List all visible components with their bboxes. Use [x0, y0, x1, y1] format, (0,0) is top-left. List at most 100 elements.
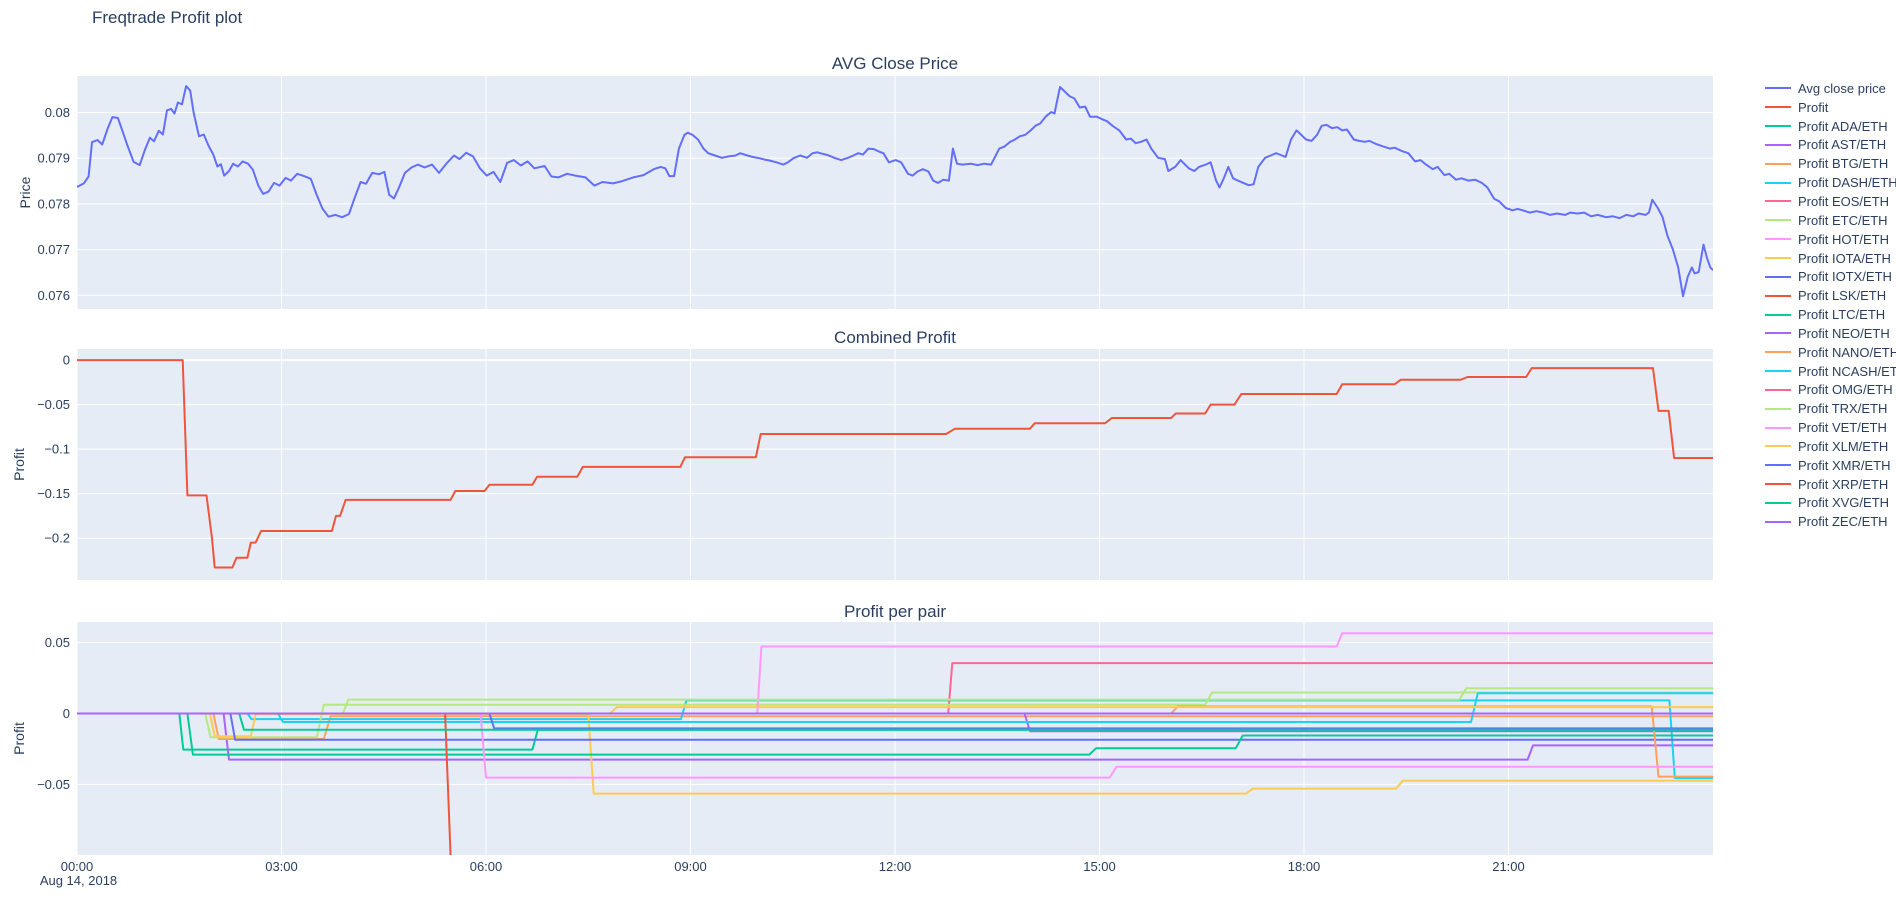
legend-line-swatch-icon: [1765, 181, 1791, 184]
x-tick-label: 12:00: [879, 859, 912, 874]
legend-label: Profit BTG/ETH: [1798, 156, 1889, 172]
subplot-title-avg-close-price: AVG Close Price: [832, 54, 958, 73]
legend-item-profit-btg-eth[interactable]: Profit BTG/ETH: [1765, 154, 1896, 173]
legend-item-profit-nano-eth[interactable]: Profit NANO/ETH: [1765, 343, 1896, 362]
y-axis-title: Profit: [11, 448, 27, 481]
legend-item-profit-ada-eth[interactable]: Profit ADA/ETH: [1765, 117, 1896, 136]
x-tick-label: 06:00: [470, 859, 503, 874]
y-tick-label: 0.05: [45, 635, 70, 650]
legend-label: Profit ZEC/ETH: [1798, 514, 1888, 530]
legend-item-profit[interactable]: Profit: [1765, 98, 1896, 117]
legend-item-profit-lsk-eth[interactable]: Profit LSK/ETH: [1765, 286, 1896, 305]
legend-item-profit-ltc-eth[interactable]: Profit LTC/ETH: [1765, 305, 1896, 324]
legend-label: Profit TRX/ETH: [1798, 401, 1888, 417]
y-tick-label: 0: [63, 353, 70, 368]
legend-line-swatch-icon: [1765, 313, 1791, 316]
x-tick-label: 18:00: [1288, 859, 1321, 874]
legend-line-swatch-icon: [1765, 238, 1791, 241]
legend-label: Profit XLM/ETH: [1798, 438, 1889, 454]
subplot-title-combined-profit: Combined Profit: [834, 328, 956, 347]
legend-line-swatch-icon: [1765, 294, 1791, 297]
x-tick-label: 00:00: [61, 859, 94, 874]
legend-label: Profit DASH/ETH: [1798, 175, 1896, 191]
y-tick-label: −0.1: [44, 442, 70, 457]
legend-label: Profit IOTX/ETH: [1798, 269, 1892, 285]
legend-label: Profit IOTA/ETH: [1798, 250, 1891, 266]
legend-label: Avg close price: [1798, 80, 1886, 96]
legend-item-profit-trx-eth[interactable]: Profit TRX/ETH: [1765, 399, 1896, 418]
legend-label: Profit NEO/ETH: [1798, 325, 1890, 341]
legend-label: Profit XRP/ETH: [1798, 476, 1889, 492]
legend-line-swatch-icon: [1765, 106, 1791, 109]
legend-label: Profit XVG/ETH: [1798, 495, 1890, 511]
legend-line-swatch-icon: [1765, 87, 1791, 90]
legend-item-profit-xmr-eth[interactable]: Profit XMR/ETH: [1765, 456, 1896, 475]
legend-line-swatch-icon: [1765, 445, 1791, 448]
legend-label: Profit OMG/ETH: [1798, 382, 1893, 398]
legend-line-swatch-icon: [1765, 351, 1791, 354]
legend-line-swatch-icon: [1765, 162, 1791, 165]
legend-line-swatch-icon: [1765, 388, 1791, 391]
legend-label: Profit NANO/ETH: [1798, 344, 1896, 360]
legend-item-profit-iotx-eth[interactable]: Profit IOTX/ETH: [1765, 267, 1896, 286]
legend-item-profit-neo-eth[interactable]: Profit NEO/ETH: [1765, 324, 1896, 343]
x-tick-label: 09:00: [674, 859, 707, 874]
legend-item-profit-hot-eth[interactable]: Profit HOT/ETH: [1765, 230, 1896, 249]
legend-line-swatch-icon: [1765, 125, 1791, 128]
legend-item-profit-eos-eth[interactable]: Profit EOS/ETH: [1765, 192, 1896, 211]
series-line-profit: [77, 359, 1713, 569]
legend-label: Profit AST/ETH: [1798, 137, 1887, 153]
y-tick-label: −0.2: [44, 531, 70, 546]
legend-label: Profit VET/ETH: [1798, 420, 1887, 436]
legend-label: Profit: [1798, 99, 1829, 115]
legend-line-swatch-icon: [1765, 370, 1791, 373]
y-tick-label: −0.05: [37, 397, 70, 412]
legend-item-profit-xrp-eth[interactable]: Profit XRP/ETH: [1765, 475, 1896, 494]
legend-label: Profit LSK/ETH: [1798, 288, 1887, 304]
subplot-title-profit-per-pair: Profit per pair: [844, 602, 946, 621]
legend-line-swatch-icon: [1765, 332, 1791, 335]
y-tick-label: 0.08: [45, 105, 70, 120]
legend-item-profit-dash-eth[interactable]: Profit DASH/ETH: [1765, 173, 1896, 192]
legend-label: Profit NCASH/ETH: [1798, 363, 1896, 379]
legend-label: Profit HOT/ETH: [1798, 231, 1890, 247]
legend-label: Profit XMR/ETH: [1798, 457, 1891, 473]
y-tick-label: 0.077: [37, 242, 70, 257]
series-line-profit-ltc-eth: [77, 712, 1713, 756]
legend-label: Profit ADA/ETH: [1798, 118, 1888, 134]
legend-item-profit-etc-eth[interactable]: Profit ETC/ETH: [1765, 211, 1896, 230]
legend-line-swatch-icon: [1765, 275, 1791, 278]
legend-label: Profit EOS/ETH: [1798, 193, 1890, 209]
legend-line-swatch-icon: [1765, 143, 1791, 146]
legend-line-swatch-icon: [1765, 219, 1791, 222]
legend-line-swatch-icon: [1765, 501, 1791, 504]
x-tick-label: 15:00: [1083, 859, 1116, 874]
x-tick-label: 21:00: [1492, 859, 1525, 874]
y-tick-label: 0.079: [37, 151, 70, 166]
x-axis-date-label: Aug 14, 2018: [40, 873, 117, 888]
legend-item-profit-iota-eth[interactable]: Profit IOTA/ETH: [1765, 249, 1896, 268]
legend-item-profit-omg-eth[interactable]: Profit OMG/ETH: [1765, 381, 1896, 400]
y-tick-label: −0.15: [37, 486, 70, 501]
legend-line-swatch-icon: [1765, 407, 1791, 410]
legend-item-profit-ncash-eth[interactable]: Profit NCASH/ETH: [1765, 362, 1896, 381]
legend-item-profit-vet-eth[interactable]: Profit VET/ETH: [1765, 418, 1896, 437]
series-line-avg-close-price: [77, 85, 1713, 298]
legend-line-swatch-icon: [1765, 464, 1791, 467]
legend-item-profit-zec-eth[interactable]: Profit ZEC/ETH: [1765, 512, 1896, 531]
legend-item-avg-close-price[interactable]: Avg close price: [1765, 79, 1896, 98]
legend-line-swatch-icon: [1765, 520, 1791, 523]
legend-line-swatch-icon: [1765, 257, 1791, 260]
y-tick-label: 0.078: [37, 196, 70, 211]
page-title: Freqtrade Profit plot: [92, 8, 243, 27]
legend-item-profit-xlm-eth[interactable]: Profit XLM/ETH: [1765, 437, 1896, 456]
legend-item-profit-ast-eth[interactable]: Profit AST/ETH: [1765, 136, 1896, 155]
legend: Avg close price Profit Profit ADA/ETH Profi…: [1765, 79, 1896, 531]
legend-label: Profit ETC/ETH: [1798, 212, 1888, 228]
y-axis-title: Price: [17, 176, 33, 208]
legend-item-profit-xvg-eth[interactable]: Profit XVG/ETH: [1765, 494, 1896, 513]
x-tick-label: 03:00: [265, 859, 298, 874]
y-tick-label: −0.05: [37, 777, 70, 792]
